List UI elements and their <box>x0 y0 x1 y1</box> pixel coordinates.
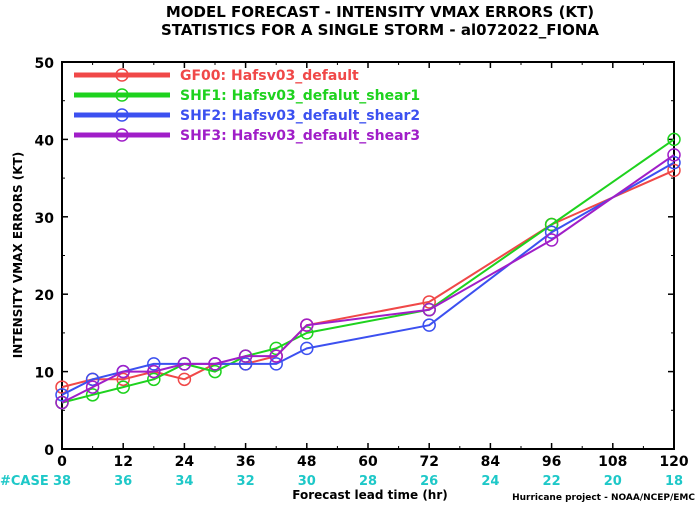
data-point-series-3 <box>300 341 314 356</box>
data-point-series-3 <box>238 357 253 371</box>
case-count-label: 36 <box>114 474 132 489</box>
y-tick-label: 40 <box>35 133 55 149</box>
data-point-series-4 <box>55 395 69 410</box>
case-count-label: 22 <box>543 474 561 489</box>
data-point-series-4 <box>667 148 681 162</box>
x-tick-label: 12 <box>113 454 132 470</box>
data-point-series-4 <box>177 357 192 371</box>
data-point-series-3 <box>55 388 69 402</box>
data-point-series-2 <box>116 380 130 394</box>
case-label: #CASE <box>0 474 49 489</box>
y-tick-label: 30 <box>35 211 55 227</box>
x-axis-label: Forecast lead time (hr) <box>292 488 448 502</box>
x-tick-label: 24 <box>175 454 195 470</box>
data-point-series-3 <box>147 357 161 371</box>
data-point-series-4 <box>116 364 130 379</box>
y-axis-label: INTENSITY VMAX ERRORS (KT) <box>11 152 25 358</box>
y-tick-label: 10 <box>35 366 55 382</box>
legend: GF00: Hafsv03_default SHF1: Hafsv03_defal… <box>74 68 420 144</box>
y-tick-label: 50 <box>35 56 55 72</box>
data-point-series-2 <box>147 372 161 387</box>
data-point-series-4 <box>208 357 222 371</box>
case-count-label: 20 <box>604 474 622 489</box>
y-tick-label: 0 <box>44 443 54 459</box>
legend-marker-1 <box>115 68 129 82</box>
series-line-3 <box>61 161 675 396</box>
data-point-series-3 <box>544 225 559 240</box>
x-tick-label: 96 <box>542 454 561 470</box>
chart-title-line1: MODEL FORECAST - INTENSITY VMAX ERRORS (… <box>166 3 594 21</box>
x-tick-label: 72 <box>419 454 438 470</box>
legend-marker-2 <box>115 88 129 102</box>
y-tick-label: 20 <box>35 288 55 304</box>
series-lines <box>55 132 681 410</box>
x-tick-label: 0 <box>57 454 67 470</box>
chart-title-line2: STATISTICS FOR A SINGLE STORM - al072022… <box>161 21 599 39</box>
data-point-series-3 <box>85 372 100 387</box>
data-point-series-2 <box>208 364 222 379</box>
data-point-series-4 <box>544 233 559 247</box>
data-point-series-1 <box>116 372 130 387</box>
data-point-series-4 <box>238 349 253 363</box>
case-count-label: 24 <box>481 474 499 489</box>
legend-label-1: GF00: Hafsv03_default <box>180 68 359 84</box>
data-point-series-1 <box>55 380 69 394</box>
data-point-series-2 <box>85 388 100 402</box>
data-point-series-4 <box>300 318 314 332</box>
data-point-series-4 <box>422 302 436 317</box>
case-count-label: 18 <box>665 474 683 489</box>
data-point-series-2 <box>544 217 559 232</box>
legend-label-4: SHF3: Hafsv03_default_shear3 <box>180 128 420 144</box>
case-count-label: 34 <box>175 474 193 489</box>
data-point-series-1 <box>177 372 192 387</box>
data-point-series-1 <box>422 295 436 309</box>
case-count-label: 28 <box>359 474 377 489</box>
data-point-series-2 <box>269 341 283 356</box>
legend-marker-3 <box>115 108 129 122</box>
data-point-series-3 <box>667 155 681 170</box>
legend-marker-4 <box>115 128 129 142</box>
data-point-series-3 <box>269 357 283 371</box>
x-tick-label: 84 <box>481 454 501 470</box>
x-tick-label: 36 <box>236 454 255 470</box>
data-point-series-3 <box>422 318 436 332</box>
case-count-label: 26 <box>420 474 438 489</box>
case-count-label: 32 <box>237 474 255 489</box>
case-count-label: 38 <box>53 474 71 489</box>
axes: 0 38 12 36 24 34 36 32 48 30 60 28 72 26 84 24 96 22 108 20… <box>0 56 689 489</box>
data-point-series-4 <box>85 380 100 394</box>
x-tick-label: 108 <box>598 454 627 470</box>
x-tick-label: 60 <box>358 454 378 470</box>
data-point-series-2 <box>300 326 314 340</box>
data-point-series-2 <box>667 132 681 147</box>
legend-label-3: SHF2: Hafsv03_default_shear2 <box>180 108 420 124</box>
x-tick-label: 120 <box>659 454 688 470</box>
data-point-series-1 <box>667 163 681 178</box>
data-point-series-4 <box>147 364 161 379</box>
legend-label-2: SHF1: Hafsv03_defalut_shear1 <box>180 88 420 104</box>
data-point-series-4 <box>269 349 283 363</box>
case-count-label: 30 <box>298 474 316 489</box>
x-tick-label: 48 <box>297 454 316 470</box>
credit-text: Hurricane project - NOAA/NCEP/EMC <box>512 493 695 503</box>
